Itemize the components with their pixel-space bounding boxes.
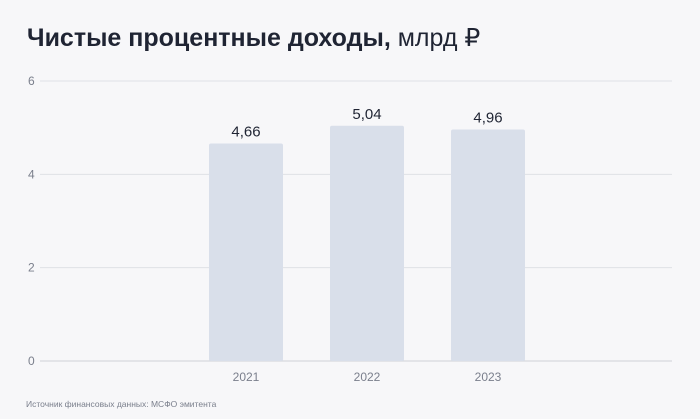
x-tick-label: 2022 [354,370,381,384]
y-axis-ticks: 0 2 4 6 [28,74,35,368]
chart-title: Чистые процентные доходы, млрд ₽ [27,22,480,54]
y-tick-label: 0 [28,354,35,368]
chart-title-comma: , [383,24,391,52]
x-tick-label: 2021 [233,370,260,384]
bar [451,129,525,361]
source-note: Источник финансовых данных: МСФО эмитент… [26,399,217,409]
y-tick-label: 6 [28,74,35,88]
bar [209,143,283,361]
chart-title-main: Чистые процентные доходы [27,24,384,52]
y-tick-label: 2 [28,261,35,275]
bar-value-label: 4,96 [473,110,502,127]
value-labels: 4,66 5,04 4,96 [231,106,502,141]
bar-value-label: 5,04 [352,106,381,123]
bars [209,125,525,361]
x-axis-ticks: 2021 2022 2023 [233,370,502,384]
bar [330,125,404,361]
y-tick-label: 4 [28,167,35,181]
chart-title-unit: млрд ₽ [397,24,481,52]
x-tick-label: 2023 [475,370,502,384]
bar-value-label: 4,66 [231,124,260,141]
